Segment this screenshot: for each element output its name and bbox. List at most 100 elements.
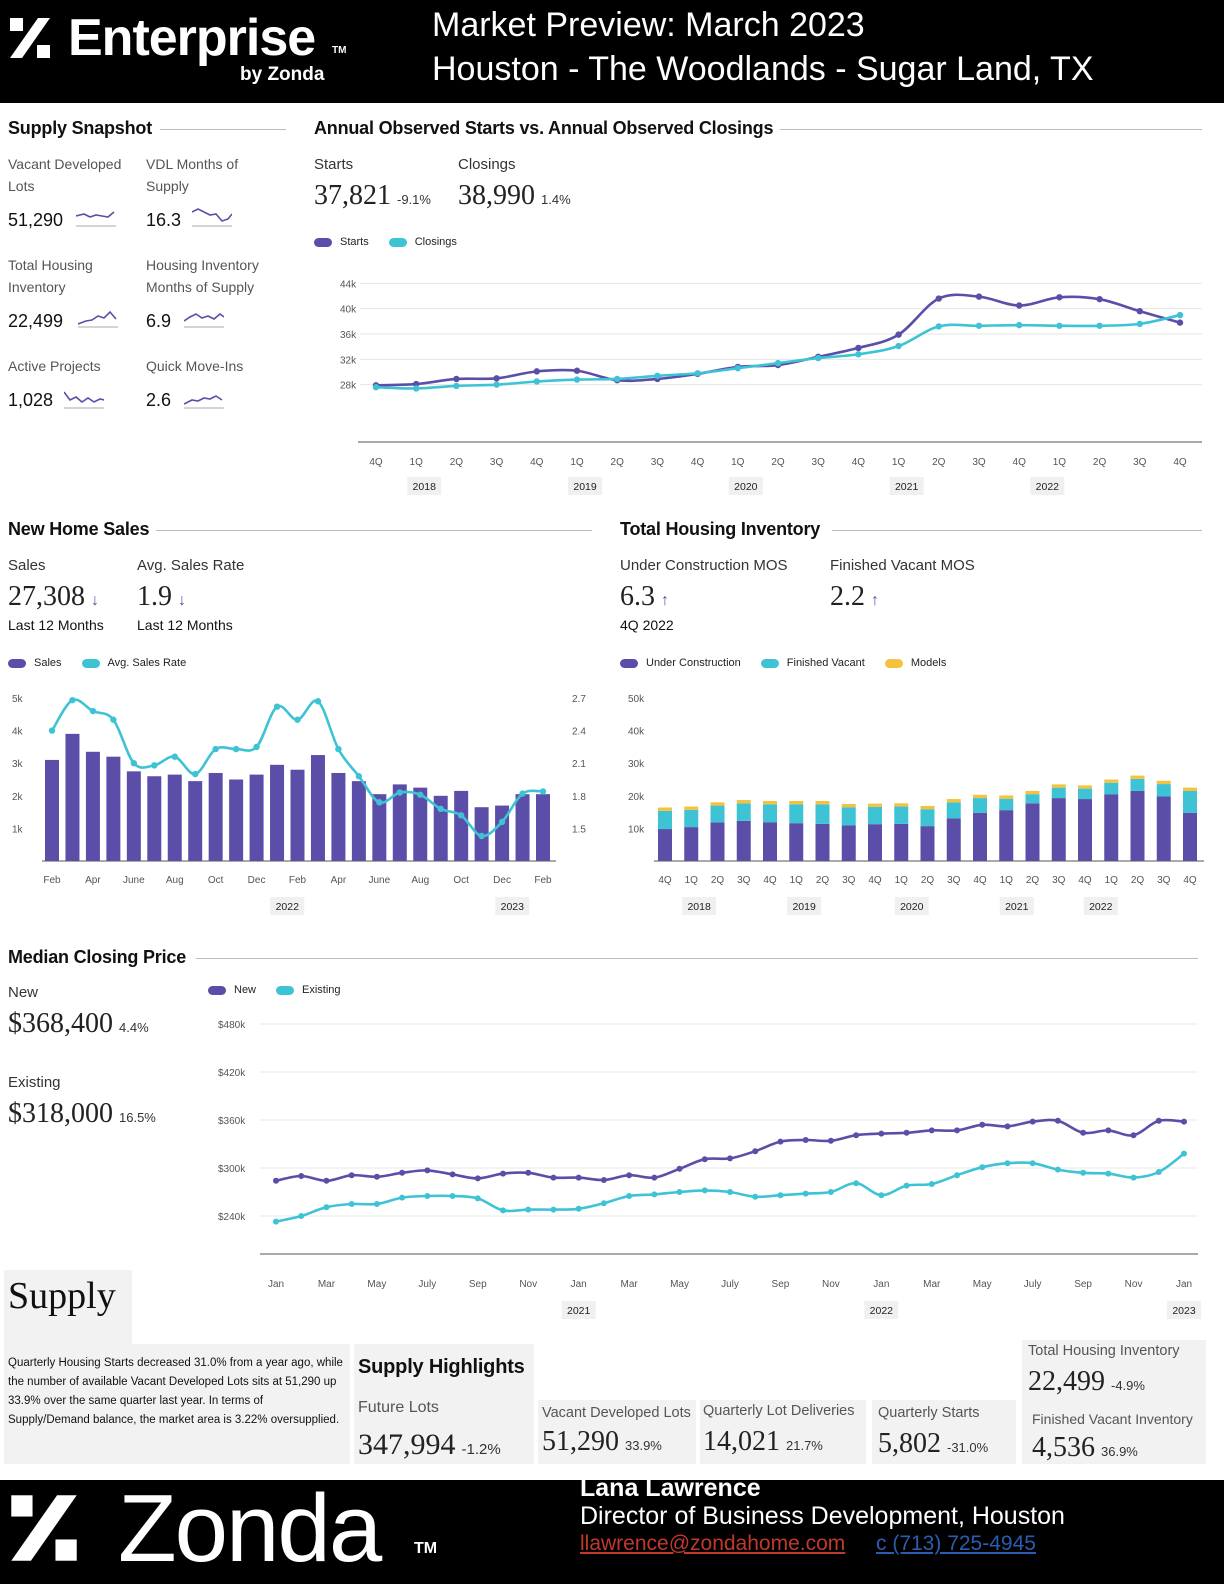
finished-vacant-bar <box>1183 790 1197 813</box>
finished-vacant-bar <box>736 803 751 821</box>
data-point <box>399 1194 406 1201</box>
data-point <box>1016 302 1023 309</box>
arrow-up-icon: ↑ <box>661 592 669 609</box>
data-point <box>298 1173 305 1179</box>
sparkline-icon <box>76 211 116 227</box>
x-tick-label: Apr <box>331 875 347 886</box>
y-tick-label: 20k <box>628 792 645 803</box>
closings-value: 38,990 <box>458 180 535 211</box>
models-bar <box>710 802 725 806</box>
sales-bar <box>106 756 121 861</box>
arrow-down-icon: ↓ <box>178 592 186 609</box>
year-label: 2022 <box>1036 481 1060 493</box>
divider <box>832 530 1202 531</box>
snapshot-label: Active Projects <box>8 358 101 374</box>
page-header: Enterprise TM by Zonda Market Preview: M… <box>0 0 1224 103</box>
y-tick-label: $300k <box>218 1164 246 1175</box>
legend-swatch <box>760 658 779 668</box>
year-label-box <box>407 477 442 495</box>
data-point <box>294 716 301 723</box>
rate-value: 1.9 <box>137 581 172 612</box>
rate-label: Avg. Sales Rate <box>137 557 245 574</box>
contact-email-link[interactable]: llawrence@zondahome.com <box>580 1532 846 1555</box>
y-tick-label: 30k <box>628 759 645 770</box>
x-tick-label: Feb <box>289 875 307 886</box>
under-construction-bar <box>1183 812 1197 861</box>
closings-label: Closings <box>458 156 516 173</box>
sparkline-icon <box>64 391 104 409</box>
year-label: 2023 <box>501 901 525 913</box>
data-point <box>130 760 138 767</box>
data-point <box>954 1172 960 1179</box>
x-tick-label: 1Q <box>410 457 424 468</box>
finished-vacant-bar <box>1025 794 1040 804</box>
x-tick-label: 4Q <box>852 457 866 468</box>
models-bar <box>1078 785 1092 789</box>
x-tick-label: May <box>973 1279 992 1290</box>
qs-value: 5,802 <box>878 1428 941 1459</box>
x-tick-label: July <box>1024 1279 1042 1290</box>
y-tick-label-right: 2.4 <box>572 727 586 738</box>
data-point <box>975 322 983 329</box>
arrow-down-icon: ↓ <box>91 592 99 609</box>
vdl-value: 51,290 <box>542 1426 619 1457</box>
closings-kpi: 38,990 1.4% <box>458 180 571 212</box>
data-point <box>273 703 281 710</box>
data-point <box>1181 1150 1187 1157</box>
data-point <box>1096 295 1103 303</box>
sales-bar <box>413 787 428 861</box>
data-point <box>493 375 500 382</box>
x-tick-label: Mar <box>923 1279 941 1290</box>
models-bar <box>1130 775 1145 779</box>
arrow-up-icon: ↑ <box>871 592 879 609</box>
data-point <box>151 762 158 769</box>
x-tick-label: 3Q <box>947 875 961 886</box>
vdl-change: 33.9% <box>625 1438 662 1453</box>
data-point <box>815 354 822 362</box>
contact-role: Director of Business Development, Housto… <box>580 1502 1065 1530</box>
data-point <box>727 1155 733 1162</box>
year-label-box <box>1083 897 1118 915</box>
fv-value: 2.2 <box>830 581 865 612</box>
x-tick-label: Jan <box>1176 1279 1192 1290</box>
under-construction-bar <box>1156 796 1171 861</box>
sales-bar <box>147 776 162 861</box>
data-point <box>1004 1123 1011 1130</box>
y-tick-label: 5k <box>12 694 24 705</box>
year-label: 2021 <box>895 481 919 493</box>
year-label: 2022 <box>276 901 300 913</box>
year-label-box <box>1167 1301 1201 1319</box>
data-point <box>614 375 621 383</box>
existing-price-label: Existing <box>8 1074 61 1091</box>
rate-kpi: 1.9 ↓ <box>137 581 186 613</box>
data-point <box>493 381 500 388</box>
x-tick-label: 2Q <box>450 457 464 468</box>
data-point <box>1029 1118 1036 1125</box>
data-point <box>212 745 219 753</box>
y-tick-label: 36k <box>340 330 357 341</box>
year-label-box <box>894 897 929 915</box>
footer-brand: Zonda <box>118 1475 382 1582</box>
qld-kpi: 14,021 21.7% <box>703 1426 823 1458</box>
contact-phone-link[interactable]: c (713) 725-4945 <box>876 1532 1036 1555</box>
y-tick-label: $240k <box>218 1212 246 1223</box>
data-point <box>273 1177 279 1184</box>
fvi-label: Finished Vacant Inventory <box>1032 1411 1193 1427</box>
legend-label: New <box>234 984 257 996</box>
brand-tm: TM <box>332 45 347 56</box>
data-point <box>979 1121 986 1128</box>
data-point <box>734 365 741 372</box>
data-point <box>575 1174 582 1181</box>
page-title: Market Preview: March 2023 <box>432 6 865 44</box>
data-point <box>752 1193 759 1200</box>
highlight-box <box>1022 1340 1206 1464</box>
data-point <box>777 1192 784 1199</box>
finished-vacant-bar <box>789 804 804 824</box>
snapshot-label: Housing Inventory Months of Supply <box>146 257 259 295</box>
models-bar <box>894 803 909 807</box>
legend-swatch <box>208 985 226 995</box>
data-point <box>626 1193 633 1199</box>
year-label-box <box>270 897 305 915</box>
under-construction-bar <box>1025 803 1040 861</box>
zonda-logo-icon <box>11 1495 77 1561</box>
